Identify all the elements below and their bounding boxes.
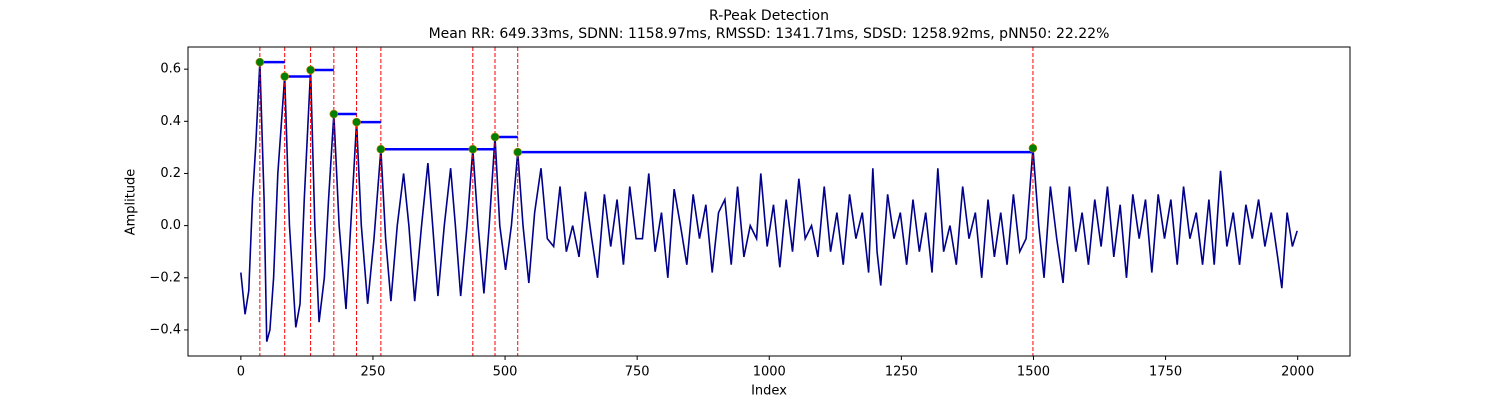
x-tick-label: 1250 <box>885 365 918 380</box>
chart-title: R-Peak Detection <box>709 8 829 24</box>
peak-marker <box>490 132 500 142</box>
y-tick-label: 0.6 <box>160 62 181 77</box>
peak-marker <box>280 72 290 81</box>
x-tick-label: 1500 <box>1017 365 1050 380</box>
y-axis-label: Amplitude <box>124 169 139 236</box>
x-tick-label: 0 <box>237 365 245 380</box>
peak-marker <box>352 117 361 127</box>
peak-marker <box>376 144 386 154</box>
peak-marker <box>513 147 523 157</box>
x-tick-label: 1750 <box>1149 365 1182 380</box>
y-tick-label: −0.4 <box>149 322 181 337</box>
x-tick-label: 1000 <box>753 365 786 380</box>
plot-frame <box>187 46 1351 357</box>
peak-marker <box>255 57 265 67</box>
chart-subtitle: Mean RR: 649.33ms, SDNN: 1158.97ms, RMSS… <box>429 26 1110 42</box>
x-tick-label: 250 <box>361 365 386 380</box>
x-axis-label: Index <box>751 384 787 399</box>
y-tick-label: 0.0 <box>160 218 181 233</box>
peak-marker <box>306 65 315 75</box>
peak-marker <box>468 144 478 154</box>
y-tick-label: 0.2 <box>160 166 181 181</box>
signal-line <box>240 62 1298 342</box>
y-tick-label: −0.2 <box>149 270 181 285</box>
y-tick-label: 0.4 <box>160 114 181 129</box>
x-tick-label: 750 <box>625 365 650 380</box>
peak-marker <box>1028 143 1038 153</box>
x-tick-label: 2000 <box>1281 365 1314 380</box>
x-tick-label: 500 <box>493 365 518 380</box>
peak-marker <box>329 109 339 119</box>
